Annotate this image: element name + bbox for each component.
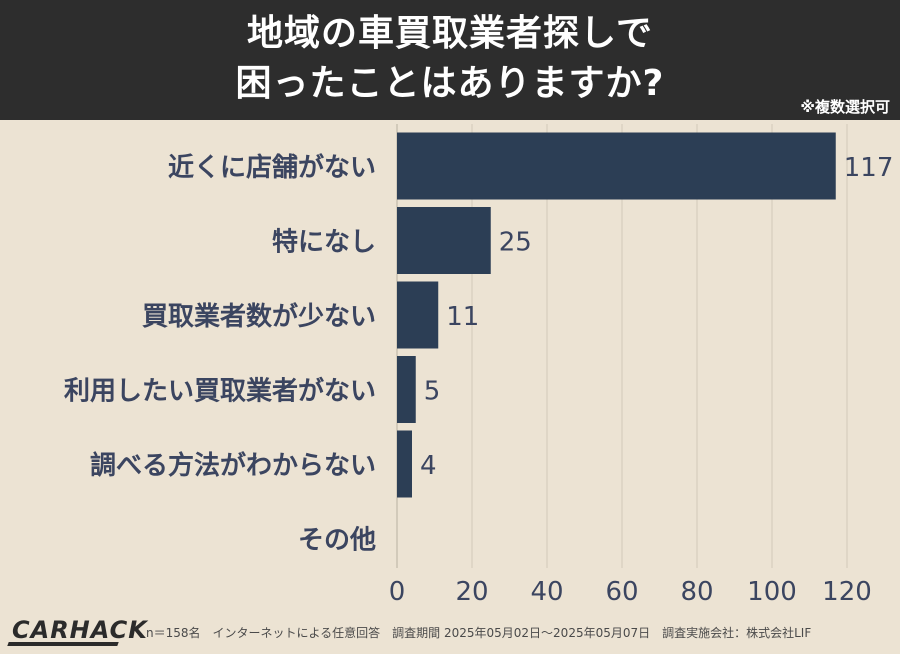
data-label-3: 5 <box>424 377 441 407</box>
bar-1 <box>397 207 491 274</box>
x-tick-label-100: 100 <box>747 577 797 607</box>
footer: CARHACK n＝158名 インターネットによる任意回答 調査期間 2025年… <box>0 612 900 654</box>
x-tick-label-20: 20 <box>455 577 488 607</box>
data-label-0: 117 <box>844 153 894 183</box>
carhack-logo: CARHACK <box>12 616 148 644</box>
bar-4 <box>397 430 412 498</box>
x-tick-label-80: 80 <box>680 577 713 607</box>
chart-title-line2: 困ったことはありますか? <box>235 63 665 104</box>
data-label-4: 4 <box>420 451 437 481</box>
bar-chart: 近くに店舗がない 117 特になし 25 買取業者数が少ない 11 利用したい買取業者がない… <box>64 124 894 607</box>
survey-footnote: n＝158名 インターネットによる任意回答 調査期間 2025年05月02日〜2… <box>146 626 812 640</box>
category-label-1: 特になし <box>272 227 376 258</box>
bar-3 <box>397 356 416 423</box>
x-tick-label-60: 60 <box>605 577 638 607</box>
category-label-5: その他 <box>298 526 376 556</box>
data-label-2: 11 <box>446 302 479 332</box>
bar-0 <box>397 132 836 200</box>
data-label-1: 25 <box>499 228 532 258</box>
category-label-3: 利用したい買取業者がない <box>64 376 376 407</box>
category-label-0: 近くに店舗がない <box>168 152 376 183</box>
x-tick-label-0: 0 <box>389 577 406 607</box>
x-tick-label-120: 120 <box>822 577 872 607</box>
chart-header: 地域の車買取業者探しで 困ったことはありますか? ※複数選択可 <box>0 0 900 120</box>
category-label-2: 買取業者数が少ない <box>142 301 376 332</box>
chart-title-line1: 地域の車買取業者探しで <box>247 13 653 54</box>
category-label-4: 調べる方法がわからない <box>90 450 376 481</box>
bar-2 <box>397 281 439 349</box>
logo-underline <box>7 642 119 646</box>
multiple-choice-note: ※複数選択可 <box>800 98 890 116</box>
x-tick-label-40: 40 <box>530 577 563 607</box>
